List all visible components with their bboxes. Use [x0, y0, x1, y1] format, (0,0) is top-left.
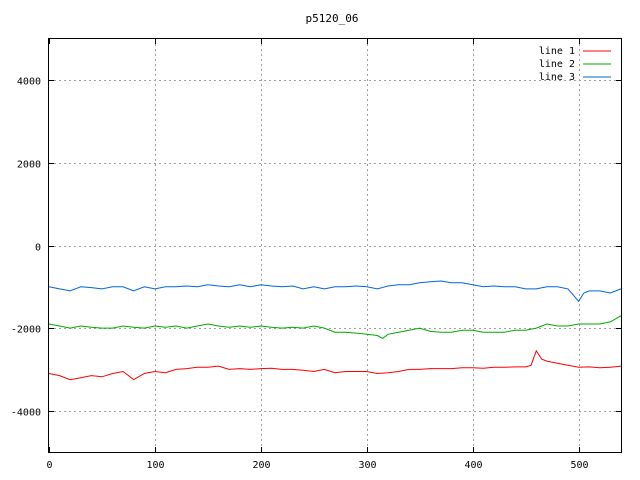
x-tick-label: 500 — [570, 460, 588, 471]
series-group — [48, 280, 622, 381]
y-tick-label: 0 — [35, 243, 41, 254]
grid — [49, 39, 621, 452]
y-tick-label: 2000 — [17, 160, 41, 171]
plot-frame — [48, 38, 622, 453]
y-tick-label: 4000 — [17, 77, 41, 88]
x-tick-label: 100 — [146, 460, 164, 471]
series-line-3 — [48, 280, 622, 303]
legend-label: line 3 — [539, 72, 575, 83]
series-line-2 — [48, 315, 622, 339]
x-tick-label: 300 — [358, 460, 376, 471]
series-line-1 — [48, 349, 622, 381]
x-tick-label: 0 — [46, 460, 52, 471]
legend: line 1 line 2 line 3 — [539, 46, 611, 83]
x-tick-label: 400 — [464, 460, 482, 471]
axis-ticks: 0 100 200 300 400 500 -4000 -2000 0 2000 4000 — [11, 39, 621, 471]
legend-label: line 1 — [539, 46, 575, 57]
y-tick-label: -2000 — [11, 325, 41, 336]
y-tick-label: -4000 — [11, 408, 41, 419]
chart-title: p5120_06 — [306, 12, 359, 25]
x-tick-label: 200 — [252, 460, 270, 471]
legend-label: line 2 — [539, 59, 575, 70]
